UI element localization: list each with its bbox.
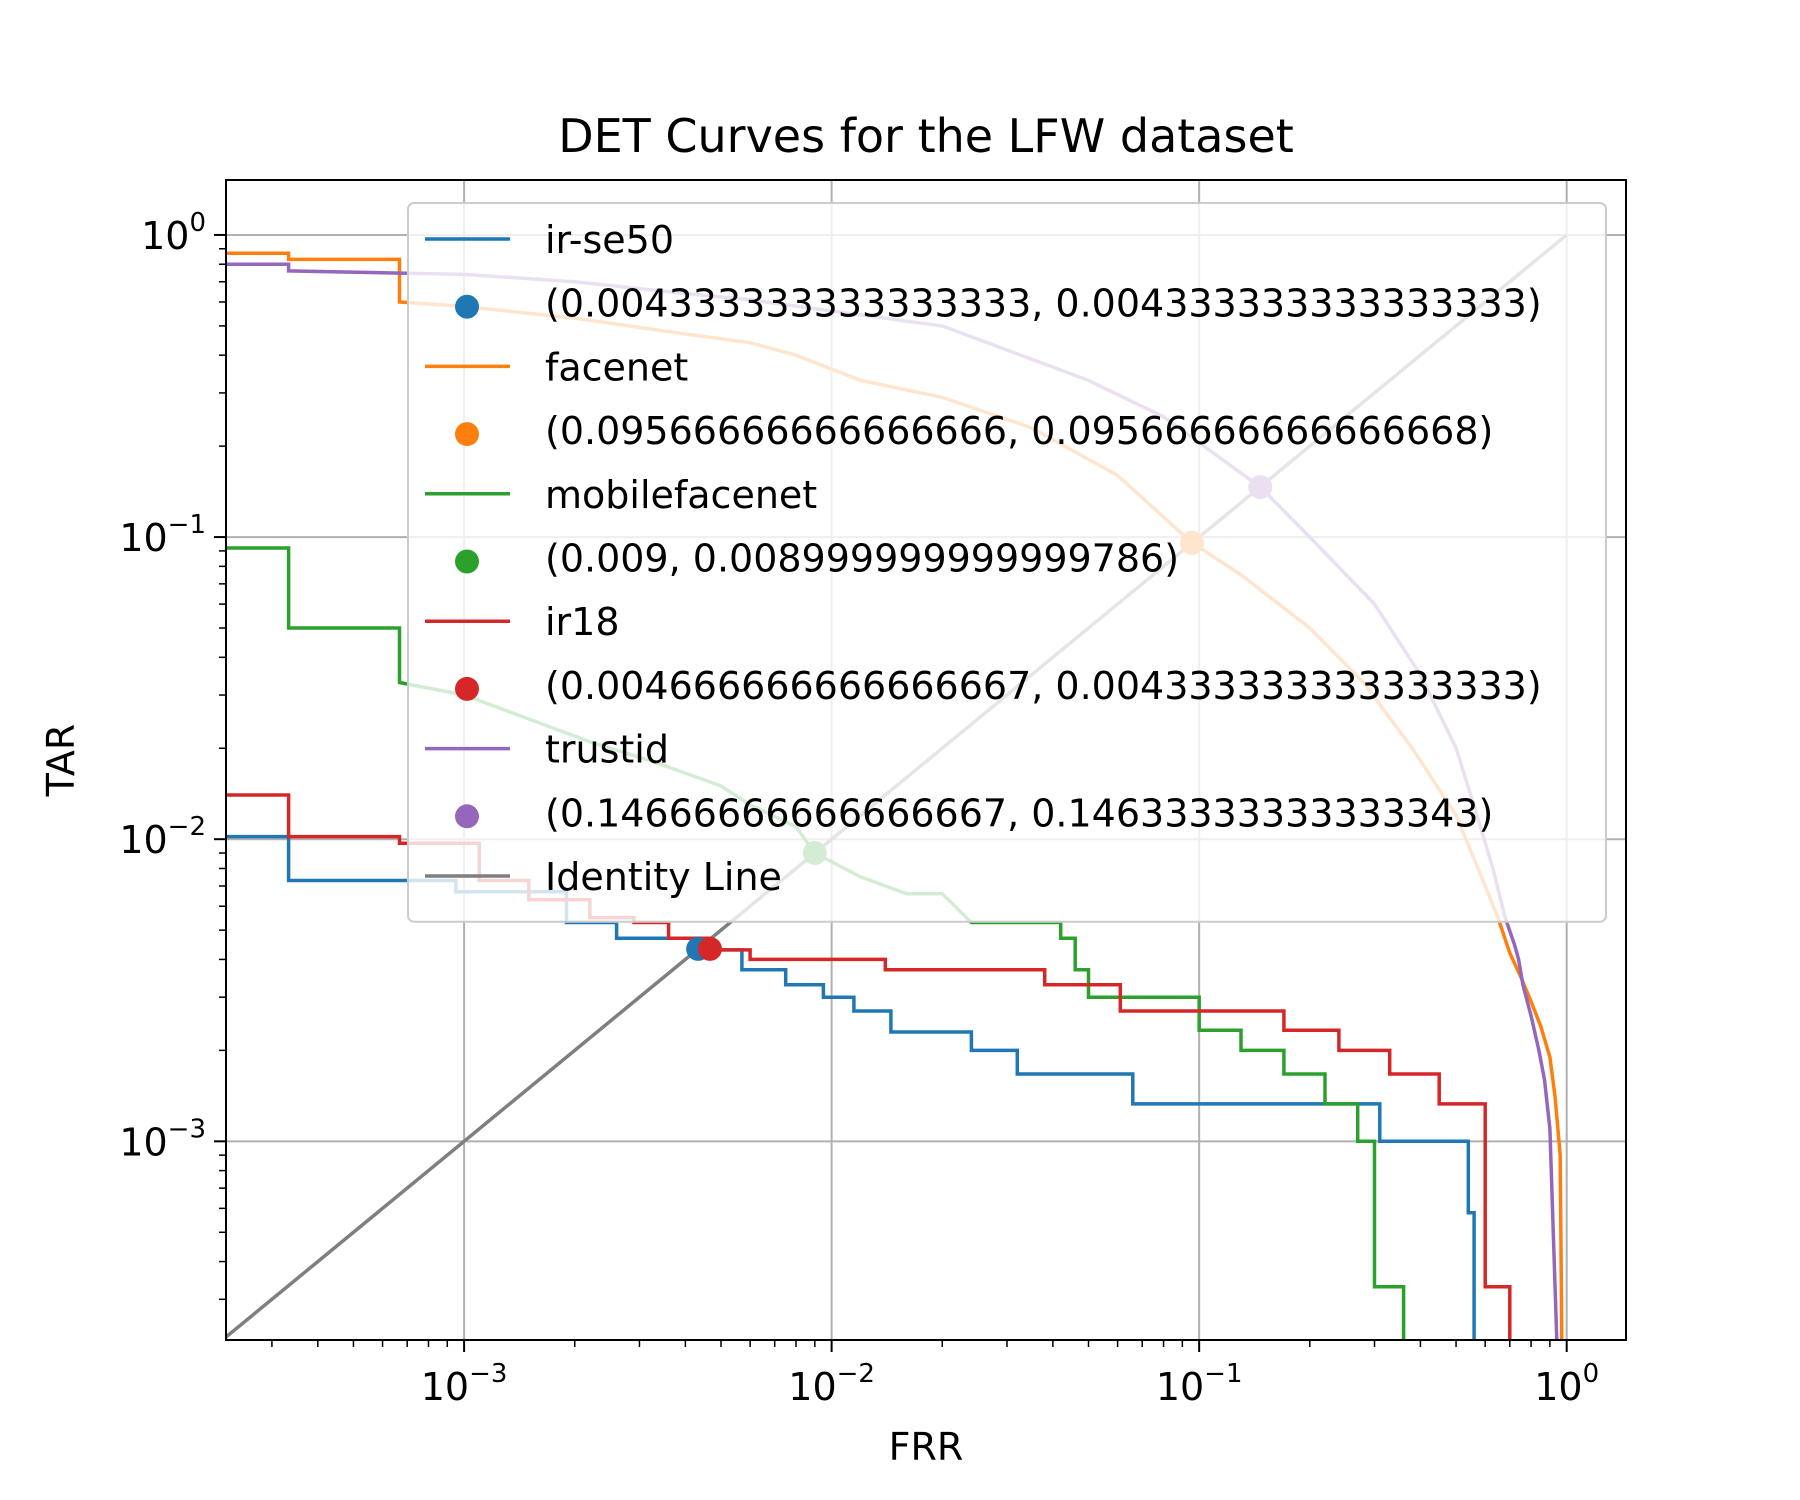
plot-frame: [225, 179, 1627, 1341]
legend-eer-label: (0.14666666666666667, 0.1463333333333334…: [545, 791, 1493, 835]
axis-ticks: 10−3 10−2 10−1 100 10−3 10−2 10−1 100: [119, 208, 1599, 1409]
x-axis-label: FRR: [889, 1425, 964, 1469]
legend-series-name: ir-se50: [545, 218, 674, 262]
legend-marker-swatch: [455, 549, 479, 574]
chart-title: DET Curves for the LFW dataset: [558, 109, 1294, 163]
legend-marker-swatch: [455, 804, 479, 829]
x-tick-label: 10−2: [788, 1359, 875, 1409]
y-tick-label: 10−3: [119, 1114, 206, 1164]
legend: ir-se50 (0.004333333333333333, 0.00433333…: [407, 202, 1607, 923]
legend-eer-label: (0.009, 0.008999999999999786): [545, 537, 1179, 581]
legend-marker-swatch: [455, 294, 479, 319]
legend-series-name: ir18: [545, 600, 620, 644]
y-tick-label: 10−1: [119, 510, 206, 560]
legend-series-name: Identity Line: [545, 855, 782, 899]
x-tick-label: 10−1: [1156, 1359, 1243, 1409]
legend-box: [407, 202, 1607, 923]
y-axis-label: TAR: [39, 724, 83, 798]
x-tick-label: 10−3: [421, 1359, 508, 1409]
legend-series-name: trustid: [545, 728, 669, 772]
legend-eer-label: (0.09566666666666666, 0.0956666666666666…: [545, 409, 1493, 453]
legend-eer-label: (0.004666666666666667, 0.004333333333333…: [545, 664, 1542, 708]
y-tick-label: 10−2: [119, 812, 206, 862]
legend-marker-swatch: [455, 676, 479, 701]
legend-marker-swatch: [455, 422, 479, 447]
legend-series-name: mobilefacenet: [545, 473, 817, 517]
legend-eer-label: (0.004333333333333333, 0.004333333333333…: [545, 282, 1542, 326]
y-tick-label: 100: [141, 208, 206, 258]
eer-marker-ir18: [697, 936, 722, 961]
legend-series-name: facenet: [545, 345, 688, 389]
x-tick-label: 100: [1534, 1359, 1599, 1409]
